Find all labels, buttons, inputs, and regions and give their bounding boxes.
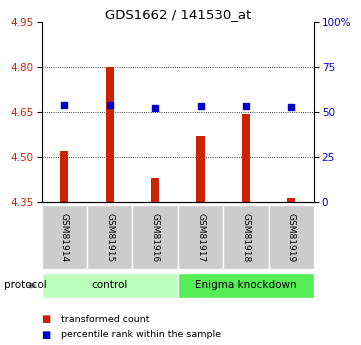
Point — [243, 103, 249, 108]
Text: GSM81915: GSM81915 — [105, 213, 114, 262]
Bar — [196, 136, 205, 202]
Bar — [105, 67, 114, 202]
Text: transformed count: transformed count — [61, 315, 150, 324]
Bar — [178, 205, 223, 269]
Bar — [178, 273, 314, 298]
Text: GSM81914: GSM81914 — [60, 213, 69, 262]
Text: GSM81916: GSM81916 — [151, 213, 160, 262]
Text: Enigma knockdown: Enigma knockdown — [195, 280, 297, 290]
Text: protocol: protocol — [4, 280, 46, 290]
Text: ■: ■ — [42, 314, 51, 324]
Bar — [60, 151, 68, 202]
Bar — [42, 273, 178, 298]
Bar — [242, 114, 250, 202]
Point — [152, 105, 158, 111]
Point — [61, 102, 67, 108]
Point — [197, 103, 203, 108]
Bar — [223, 205, 269, 269]
Bar — [87, 205, 132, 269]
Point — [107, 102, 113, 107]
Text: control: control — [91, 280, 128, 290]
Text: GSM81918: GSM81918 — [242, 213, 251, 262]
Bar — [151, 178, 159, 202]
Title: GDS1662 / 141530_at: GDS1662 / 141530_at — [105, 8, 251, 21]
Text: GSM81919: GSM81919 — [287, 213, 296, 262]
Bar — [42, 205, 87, 269]
Bar — [287, 198, 295, 202]
Point — [288, 105, 294, 110]
Bar — [132, 205, 178, 269]
Bar — [269, 205, 314, 269]
Text: percentile rank within the sample: percentile rank within the sample — [61, 330, 221, 339]
Text: GSM81917: GSM81917 — [196, 213, 205, 262]
Text: ■: ■ — [42, 330, 51, 339]
